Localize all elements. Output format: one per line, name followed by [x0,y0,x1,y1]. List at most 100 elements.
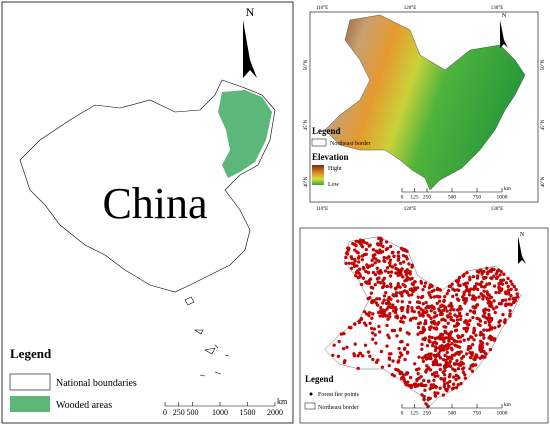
elevation-region [324,14,526,191]
fire-point [443,330,448,335]
fire-point [345,252,350,256]
fire-point [452,382,456,386]
fire-point [344,255,348,260]
scale-label: 250 [423,411,432,417]
fire-point [458,317,463,322]
fire-point [459,360,463,364]
fire-point [415,305,420,310]
fire-point [331,353,335,357]
fire-point [514,287,518,292]
fire-point [380,238,384,242]
fire-point [465,281,470,285]
fire-point [376,251,380,255]
fire-point [381,301,385,305]
legend-title: Legend [305,374,334,384]
fire-point [386,305,391,309]
legend-item: Wooded areas [56,400,112,411]
fire-point [399,319,403,324]
fire-point [433,348,438,353]
fire-point [399,370,404,375]
scale-label: 250 [173,408,185,417]
fire-point [395,316,400,320]
fire-point [516,295,520,299]
fire-point [409,385,414,389]
fire-point [489,303,493,307]
fire-point [377,259,381,263]
fire-point [512,284,516,289]
fire-point [513,299,517,303]
fire-point [440,309,444,313]
fire-point [365,263,369,267]
islands [184,296,230,377]
fire-point [470,369,475,373]
fire-point [416,332,420,336]
fire-point [408,300,412,305]
scale-bar: 0 250 500 1000 1500 2000 km [163,397,288,417]
scale-label: 0 [401,195,404,201]
fire-point [474,333,478,337]
fire-point [484,275,488,280]
fire-point [388,244,393,249]
fire-point [388,312,392,316]
fire-point [494,290,498,295]
fire-point [427,356,432,361]
fire-point [442,373,447,377]
fire-point [481,355,485,359]
fire-point [373,272,378,277]
fire-point [379,305,383,310]
lon-label: 130°E [491,6,504,11]
north-arrow [500,20,508,48]
fire-point [406,307,410,312]
fire-point [438,356,443,360]
fire-point [417,300,422,305]
fire-point [494,305,499,309]
fire-point [436,295,441,299]
fire-point [398,355,402,359]
fire-point [356,256,361,260]
fire-point [423,322,427,326]
fire-point [387,295,391,300]
fire-point [508,302,512,306]
scale-label: 1000 [497,411,508,417]
fire-point [501,312,505,317]
fire-point [371,357,375,362]
fire-point [460,356,464,360]
fire-point [432,378,436,383]
fire-point [492,307,496,311]
fire-point [445,291,449,296]
fire-point [445,314,450,318]
fire-point [451,294,455,299]
fire-point [425,310,429,314]
fire-point [441,370,445,374]
fire-point [509,294,513,298]
fire-point [342,360,346,365]
fire-point [434,326,439,330]
fire-point [347,325,352,330]
fire-point [468,355,473,360]
fire-point [367,310,372,315]
fire-point [403,279,407,283]
fire-point [382,284,386,288]
fire-point [443,294,447,299]
fire-point [407,332,411,336]
fire-point [443,353,447,358]
fire-point [507,297,512,301]
fire-point [424,356,428,360]
fire-point [400,290,404,295]
fire-point [371,248,376,252]
north-arrow [243,20,257,78]
fire-point [425,364,429,368]
fire-point [353,248,357,252]
fire-point [419,313,423,317]
fire-point [353,257,357,262]
fire-point [502,272,506,276]
fire-point [437,346,441,350]
fire-point [429,316,433,321]
fire-point [427,353,431,357]
fire-point [385,284,390,289]
fire-point [354,243,358,248]
fire-point [453,369,457,373]
fire-point [442,366,447,370]
fire-point [462,366,466,370]
fire-point [504,303,508,308]
